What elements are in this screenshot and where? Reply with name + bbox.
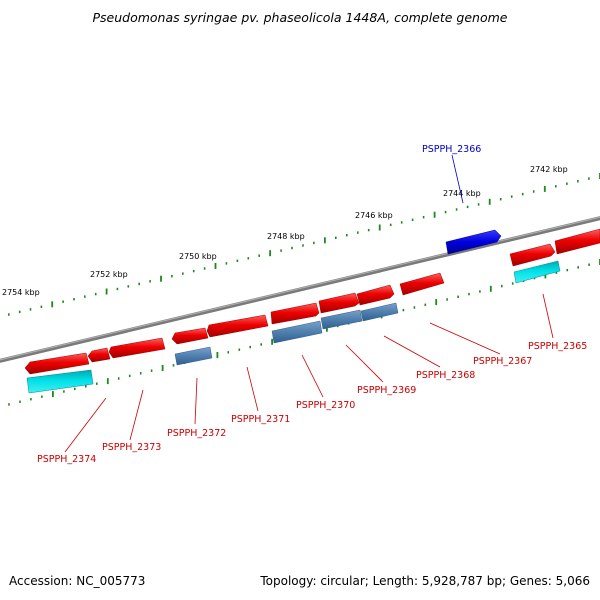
gene-label-2372[interactable]: PSPPH_2372 (167, 428, 226, 439)
genome-backbone-highlight (0, 216, 600, 361)
genome-summary: Topology: circular; Length: 5,928,787 bp… (260, 574, 590, 588)
tick-labels: 2742 kbp 2744 kbp 2746 kbp 2748 kbp 2750… (2, 165, 568, 297)
gene-label-2374[interactable]: PSPPH_2374 (37, 454, 96, 465)
gene-label-2373[interactable]: PSPPH_2373 (102, 442, 161, 453)
gene-label-2368[interactable]: PSPPH_2368 (416, 370, 475, 381)
forward-strand-genes (24, 228, 600, 375)
leader-line-2369 (345, 344, 384, 383)
rna-feature[interactable] (26, 369, 94, 394)
tick-label-2754: 2754 kbp (2, 288, 40, 297)
cds-arrow[interactable] (356, 284, 395, 306)
gene-label-2371[interactable]: PSPPH_2371 (231, 414, 290, 425)
gene-label-2365[interactable]: PSPPH_2365 (528, 341, 587, 352)
outer-tick-scale (8, 173, 600, 316)
tick-label-2752: 2752 kbp (90, 270, 128, 279)
cds-arrow[interactable] (554, 228, 600, 255)
gene-label-2370[interactable]: PSPPH_2370 (296, 400, 355, 411)
genes-text: Genes: 5,066 (509, 574, 590, 588)
misc-feature[interactable] (271, 320, 323, 344)
cds-arrow[interactable] (171, 327, 209, 345)
leader-line-2374 (64, 397, 107, 453)
cds-arrow[interactable] (24, 352, 90, 375)
leader-line-2367 (429, 322, 501, 355)
gene-labels: PSPPH_2366 PSPPH_2365 PSPPH_2367 PSPPH_2… (37, 144, 587, 465)
tick-label-2744: 2744 kbp (443, 189, 481, 198)
cds-arrow[interactable] (270, 302, 320, 325)
genome-backbone (0, 216, 600, 363)
misc-feature[interactable] (320, 309, 363, 330)
misc-feature[interactable] (360, 302, 399, 322)
cds-arrow[interactable] (87, 347, 111, 363)
rna-feature[interactable] (513, 260, 561, 284)
gene-label-2367[interactable]: PSPPH_2367 (473, 356, 532, 367)
tick-label-2746: 2746 kbp (355, 211, 393, 220)
gene-label-2369[interactable]: PSPPH_2369 (357, 385, 416, 396)
leader-line-2370 (301, 354, 324, 398)
leader-line-2372 (194, 377, 198, 425)
tick-label-2748: 2748 kbp (267, 232, 305, 241)
length-text: Length: 5,928,787 bp (372, 574, 502, 588)
genome-title: Pseudomonas syringae pv. phaseolicola 14… (92, 10, 508, 25)
cds-arrow[interactable] (399, 272, 445, 296)
tick-label-2750: 2750 kbp (179, 252, 217, 261)
cds-arrow-highlighted[interactable] (445, 229, 502, 255)
leader-line-2365 (542, 293, 554, 339)
leader-line-2368 (383, 335, 441, 368)
gene-label-2366[interactable]: PSPPH_2366 (422, 144, 481, 155)
cds-arrow[interactable] (509, 243, 556, 267)
cds-arrow[interactable] (108, 337, 166, 359)
misc-feature[interactable] (174, 346, 213, 366)
reverse-strand-features (26, 260, 561, 394)
accession-label: Accession: NC_005773 (9, 574, 146, 588)
cds-arrow[interactable] (206, 314, 269, 338)
leader-lines (64, 154, 554, 453)
leader-line-2366 (451, 154, 464, 204)
cds-arrow[interactable] (318, 292, 360, 314)
leader-line-2371 (246, 366, 259, 412)
topology-text: Topology: circular (260, 574, 365, 588)
tick-label-2742: 2742 kbp (530, 165, 568, 174)
leader-line-2373 (129, 389, 144, 441)
